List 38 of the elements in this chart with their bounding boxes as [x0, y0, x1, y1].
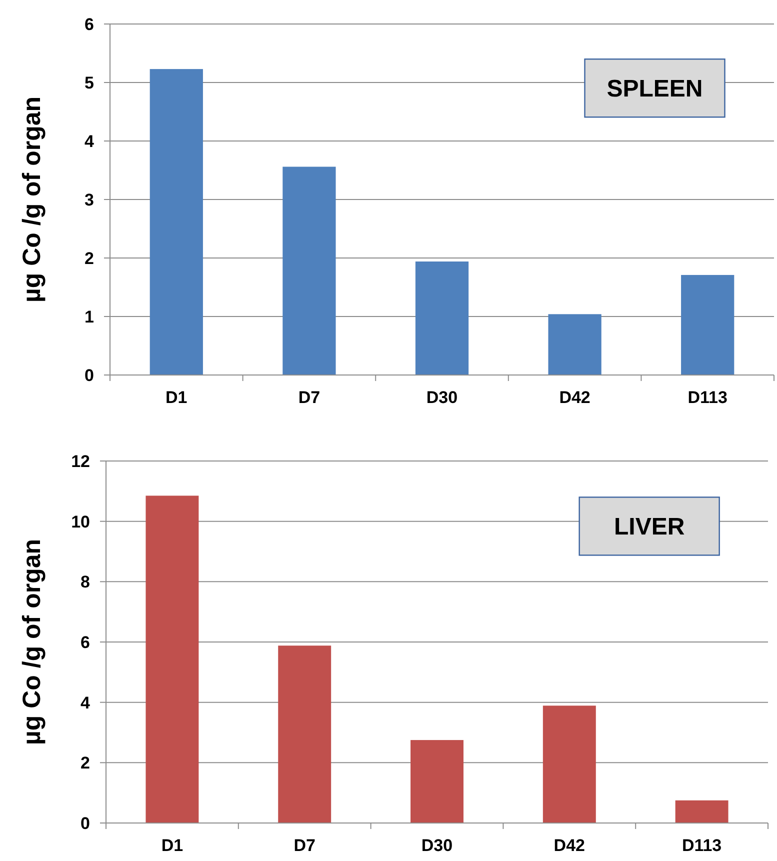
text: SPLEEN [606, 76, 703, 102]
bar [548, 314, 602, 375]
bar [681, 274, 734, 375]
y-tick-label: 12 [71, 452, 90, 471]
y-tick-label: 10 [71, 512, 90, 532]
bar [146, 496, 199, 823]
y-tick-label: 2 [80, 754, 90, 773]
y-tick-label: 4 [80, 693, 91, 712]
y-tick-label: 2 [84, 248, 94, 268]
x-tick-label: D42 [559, 388, 590, 407]
y-tick-label: 4 [84, 132, 95, 151]
y-tick-label: 6 [84, 14, 94, 34]
y-axis-title: µg Co /g of organ [18, 96, 46, 303]
y-axis-title: µg Co /g of organ [18, 538, 46, 746]
y-tick-label: 3 [84, 190, 94, 210]
y-tick-label: 0 [80, 814, 90, 833]
x-tick-label: D42 [554, 836, 585, 855]
bar [542, 706, 596, 823]
x-tick-label: D1 [166, 388, 188, 407]
bar [410, 740, 464, 823]
bar [415, 262, 469, 375]
y-tick-label: 1 [84, 307, 94, 326]
y-tick-label: 8 [80, 572, 90, 592]
y-tick-label: 0 [84, 366, 94, 385]
x-tick-label: D113 [688, 388, 728, 407]
bar [278, 646, 332, 823]
bar [150, 69, 203, 375]
x-tick-label: D7 [298, 388, 320, 407]
x-tick-label: D30 [421, 836, 453, 855]
x-tick-label: D30 [426, 388, 458, 407]
text: LIVER [614, 514, 685, 541]
bar [675, 800, 728, 823]
x-tick-label: D1 [161, 836, 184, 855]
y-tick-label: 6 [80, 632, 90, 652]
x-tick-label: D7 [294, 836, 316, 855]
bar [282, 166, 336, 375]
x-tick-label: D113 [682, 836, 722, 855]
y-tick-label: 5 [84, 73, 94, 92]
